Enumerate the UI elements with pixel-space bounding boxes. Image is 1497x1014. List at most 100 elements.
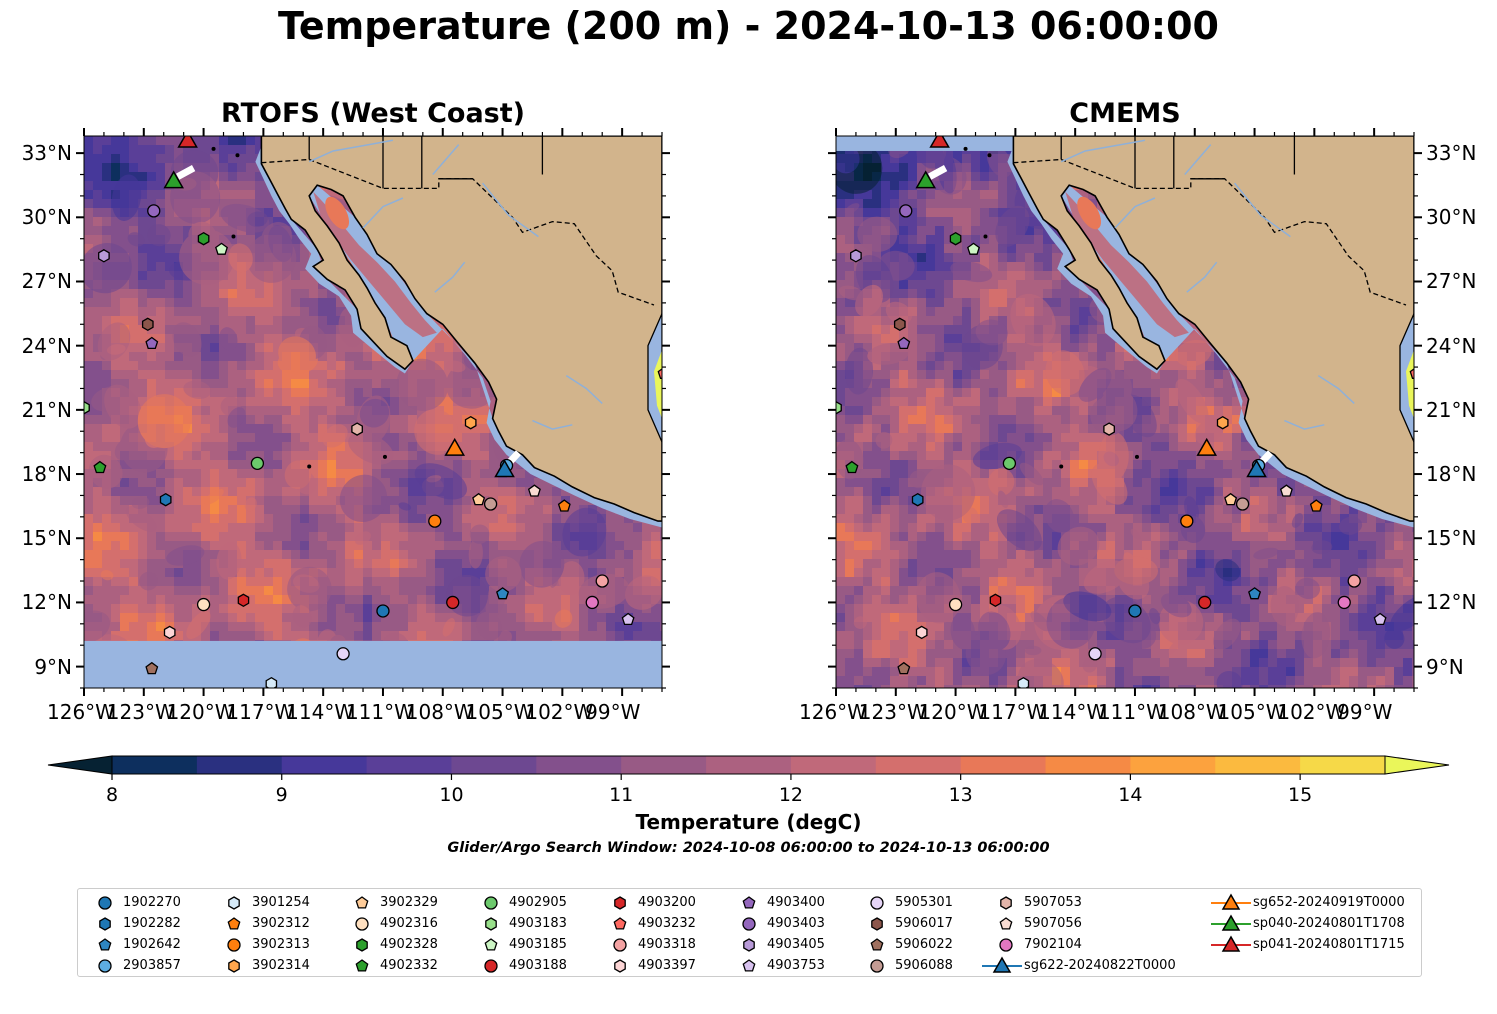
lat-tick-label: 33°N bbox=[1426, 141, 1477, 166]
legend-marker bbox=[98, 959, 112, 973]
legend-item-4903185: 4903185 bbox=[484, 937, 567, 952]
float-4902905 bbox=[250, 456, 265, 470]
lon-tick-label: 102°W bbox=[525, 700, 594, 724]
legend-item-7902104: 7902104 bbox=[999, 937, 1082, 952]
legend-marker bbox=[1221, 893, 1241, 910]
legend-item-3902329: 3902329 bbox=[355, 895, 438, 910]
lon-tick-label: 117°W bbox=[226, 700, 295, 724]
lat-tick-label: 15°N bbox=[1426, 526, 1477, 551]
float-4902328 bbox=[949, 231, 962, 246]
float-4903200 bbox=[237, 593, 250, 608]
legend-marker bbox=[355, 896, 369, 909]
legend-marker bbox=[743, 938, 755, 952]
float-4903397 bbox=[163, 625, 176, 640]
lon-tick-label: 108°W bbox=[1157, 700, 1226, 724]
legend-marker bbox=[227, 938, 241, 952]
legend-item-4903232: 4903232 bbox=[613, 916, 696, 931]
legend-item-2903857: 2903857 bbox=[98, 958, 181, 973]
legend-marker bbox=[614, 959, 626, 973]
lon-tick-label: 123°W bbox=[858, 700, 927, 724]
lat-tick-label: 12°N bbox=[1426, 590, 1477, 615]
panel-title-cmems: CMEMS bbox=[1069, 98, 1181, 129]
panel-title-rtofs: RTOFS (West Coast) bbox=[221, 98, 525, 129]
legend-item-3902314: 3902314 bbox=[228, 958, 310, 973]
lon-tick-label: 120°W bbox=[918, 700, 987, 724]
legend-item-3902312: 3902312 bbox=[227, 916, 310, 931]
float-4903318 bbox=[595, 574, 609, 588]
legend-item-5907056: 5907056 bbox=[999, 916, 1082, 931]
legend-marker bbox=[999, 917, 1013, 930]
lon-tick-label: 114°W bbox=[286, 700, 355, 724]
legend-marker bbox=[742, 917, 756, 931]
legend-item-4903400: 4903400 bbox=[742, 895, 825, 910]
float-4902905 bbox=[1002, 456, 1017, 470]
lon-tick-label: 105°W bbox=[465, 700, 534, 724]
float-4903183 bbox=[836, 400, 842, 415]
legend-marker bbox=[992, 956, 1012, 973]
legend-item-3902313: 3902313 bbox=[227, 937, 310, 952]
legend-marker bbox=[485, 917, 497, 931]
lat-tick-label: 27°N bbox=[21, 269, 72, 294]
lon-tick-label: 105°W bbox=[1217, 700, 1286, 724]
lat-tick-label: 24°N bbox=[21, 333, 72, 358]
lat-tick-label: 15°N bbox=[21, 526, 72, 551]
lon-tick-label: 99°W bbox=[1337, 700, 1393, 724]
lat-tick-label: 27°N bbox=[1426, 269, 1477, 294]
float-4903318 bbox=[1347, 574, 1361, 588]
lat-tick-label: 18°N bbox=[21, 462, 72, 487]
float-4903405 bbox=[850, 249, 862, 263]
legend-item-1902270: 1902270 bbox=[98, 895, 181, 910]
lon-tick-label: 99°W bbox=[585, 700, 641, 724]
legend-item-4902332: 4902332 bbox=[355, 958, 438, 973]
float-5905301 bbox=[1088, 647, 1102, 661]
legend-marker bbox=[999, 938, 1013, 952]
lat-tick-label: 12°N bbox=[21, 590, 72, 615]
legend-item-4903318: 4903318 bbox=[613, 937, 696, 952]
search-window-subtitle: Glider/Argo Search Window: 2024-10-08 06… bbox=[447, 840, 1050, 856]
float-4903188 bbox=[1198, 595, 1212, 610]
legend-item-sg652-20240919T0000: sg652-20240919T0000 bbox=[1211, 893, 1405, 910]
legend-item-4903753: 4903753 bbox=[742, 958, 825, 973]
lon-tick-label: 108°W bbox=[405, 700, 474, 724]
float-1902270 bbox=[1128, 604, 1142, 618]
legend-item-4903403: 4903403 bbox=[742, 916, 825, 931]
legend-marker bbox=[355, 917, 369, 931]
lat-tick-label: 30°N bbox=[1426, 205, 1477, 230]
colorbar-tick-label: 9 bbox=[275, 784, 288, 806]
colorbar-tick-label: 11 bbox=[609, 784, 634, 806]
legend-item-3901254: 3901254 bbox=[228, 895, 310, 910]
colorbar-tick-label: 14 bbox=[1118, 784, 1143, 806]
colorbar-label: Temperature (degC) bbox=[635, 810, 862, 834]
legend-marker bbox=[228, 896, 240, 910]
float-3901254 bbox=[1017, 676, 1030, 688]
legend-marker bbox=[614, 896, 626, 910]
lon-tick-label: 117°W bbox=[978, 700, 1047, 724]
float-4902328 bbox=[197, 231, 210, 246]
legend-marker bbox=[98, 896, 112, 910]
lon-tick-label: 111°W bbox=[345, 700, 414, 724]
float-4902316 bbox=[196, 597, 211, 612]
float-4903405 bbox=[98, 249, 110, 263]
float-3902313 bbox=[428, 514, 442, 528]
float-5906017 bbox=[141, 317, 154, 332]
legend-item-5906017: 5906017 bbox=[871, 916, 953, 931]
colorbar-tick-label: 8 bbox=[105, 784, 119, 806]
legend-marker bbox=[484, 959, 498, 973]
lat-tick-label: 9°N bbox=[1426, 654, 1464, 679]
lat-tick-label: 30°N bbox=[21, 205, 72, 230]
float-5905301 bbox=[336, 647, 350, 661]
legend-marker bbox=[99, 917, 111, 931]
legend-item-4902905: 4902905 bbox=[484, 895, 567, 910]
float-3901254 bbox=[265, 676, 278, 688]
float-1902270 bbox=[376, 604, 390, 618]
legend-item-sg622-20240822T0000: sg622-20240822T0000 bbox=[982, 956, 1176, 973]
lat-tick-label: 9°N bbox=[34, 654, 72, 679]
float-4903200 bbox=[989, 593, 1002, 608]
colorbar-tick-label: 10 bbox=[439, 784, 464, 806]
legend-item-4903183: 4903183 bbox=[485, 916, 567, 931]
float-5906088 bbox=[483, 497, 498, 511]
legend-marker bbox=[742, 896, 756, 909]
float-4903188 bbox=[446, 595, 460, 610]
lat-tick-label: 18°N bbox=[1426, 462, 1477, 487]
legend-marker bbox=[1221, 935, 1241, 952]
